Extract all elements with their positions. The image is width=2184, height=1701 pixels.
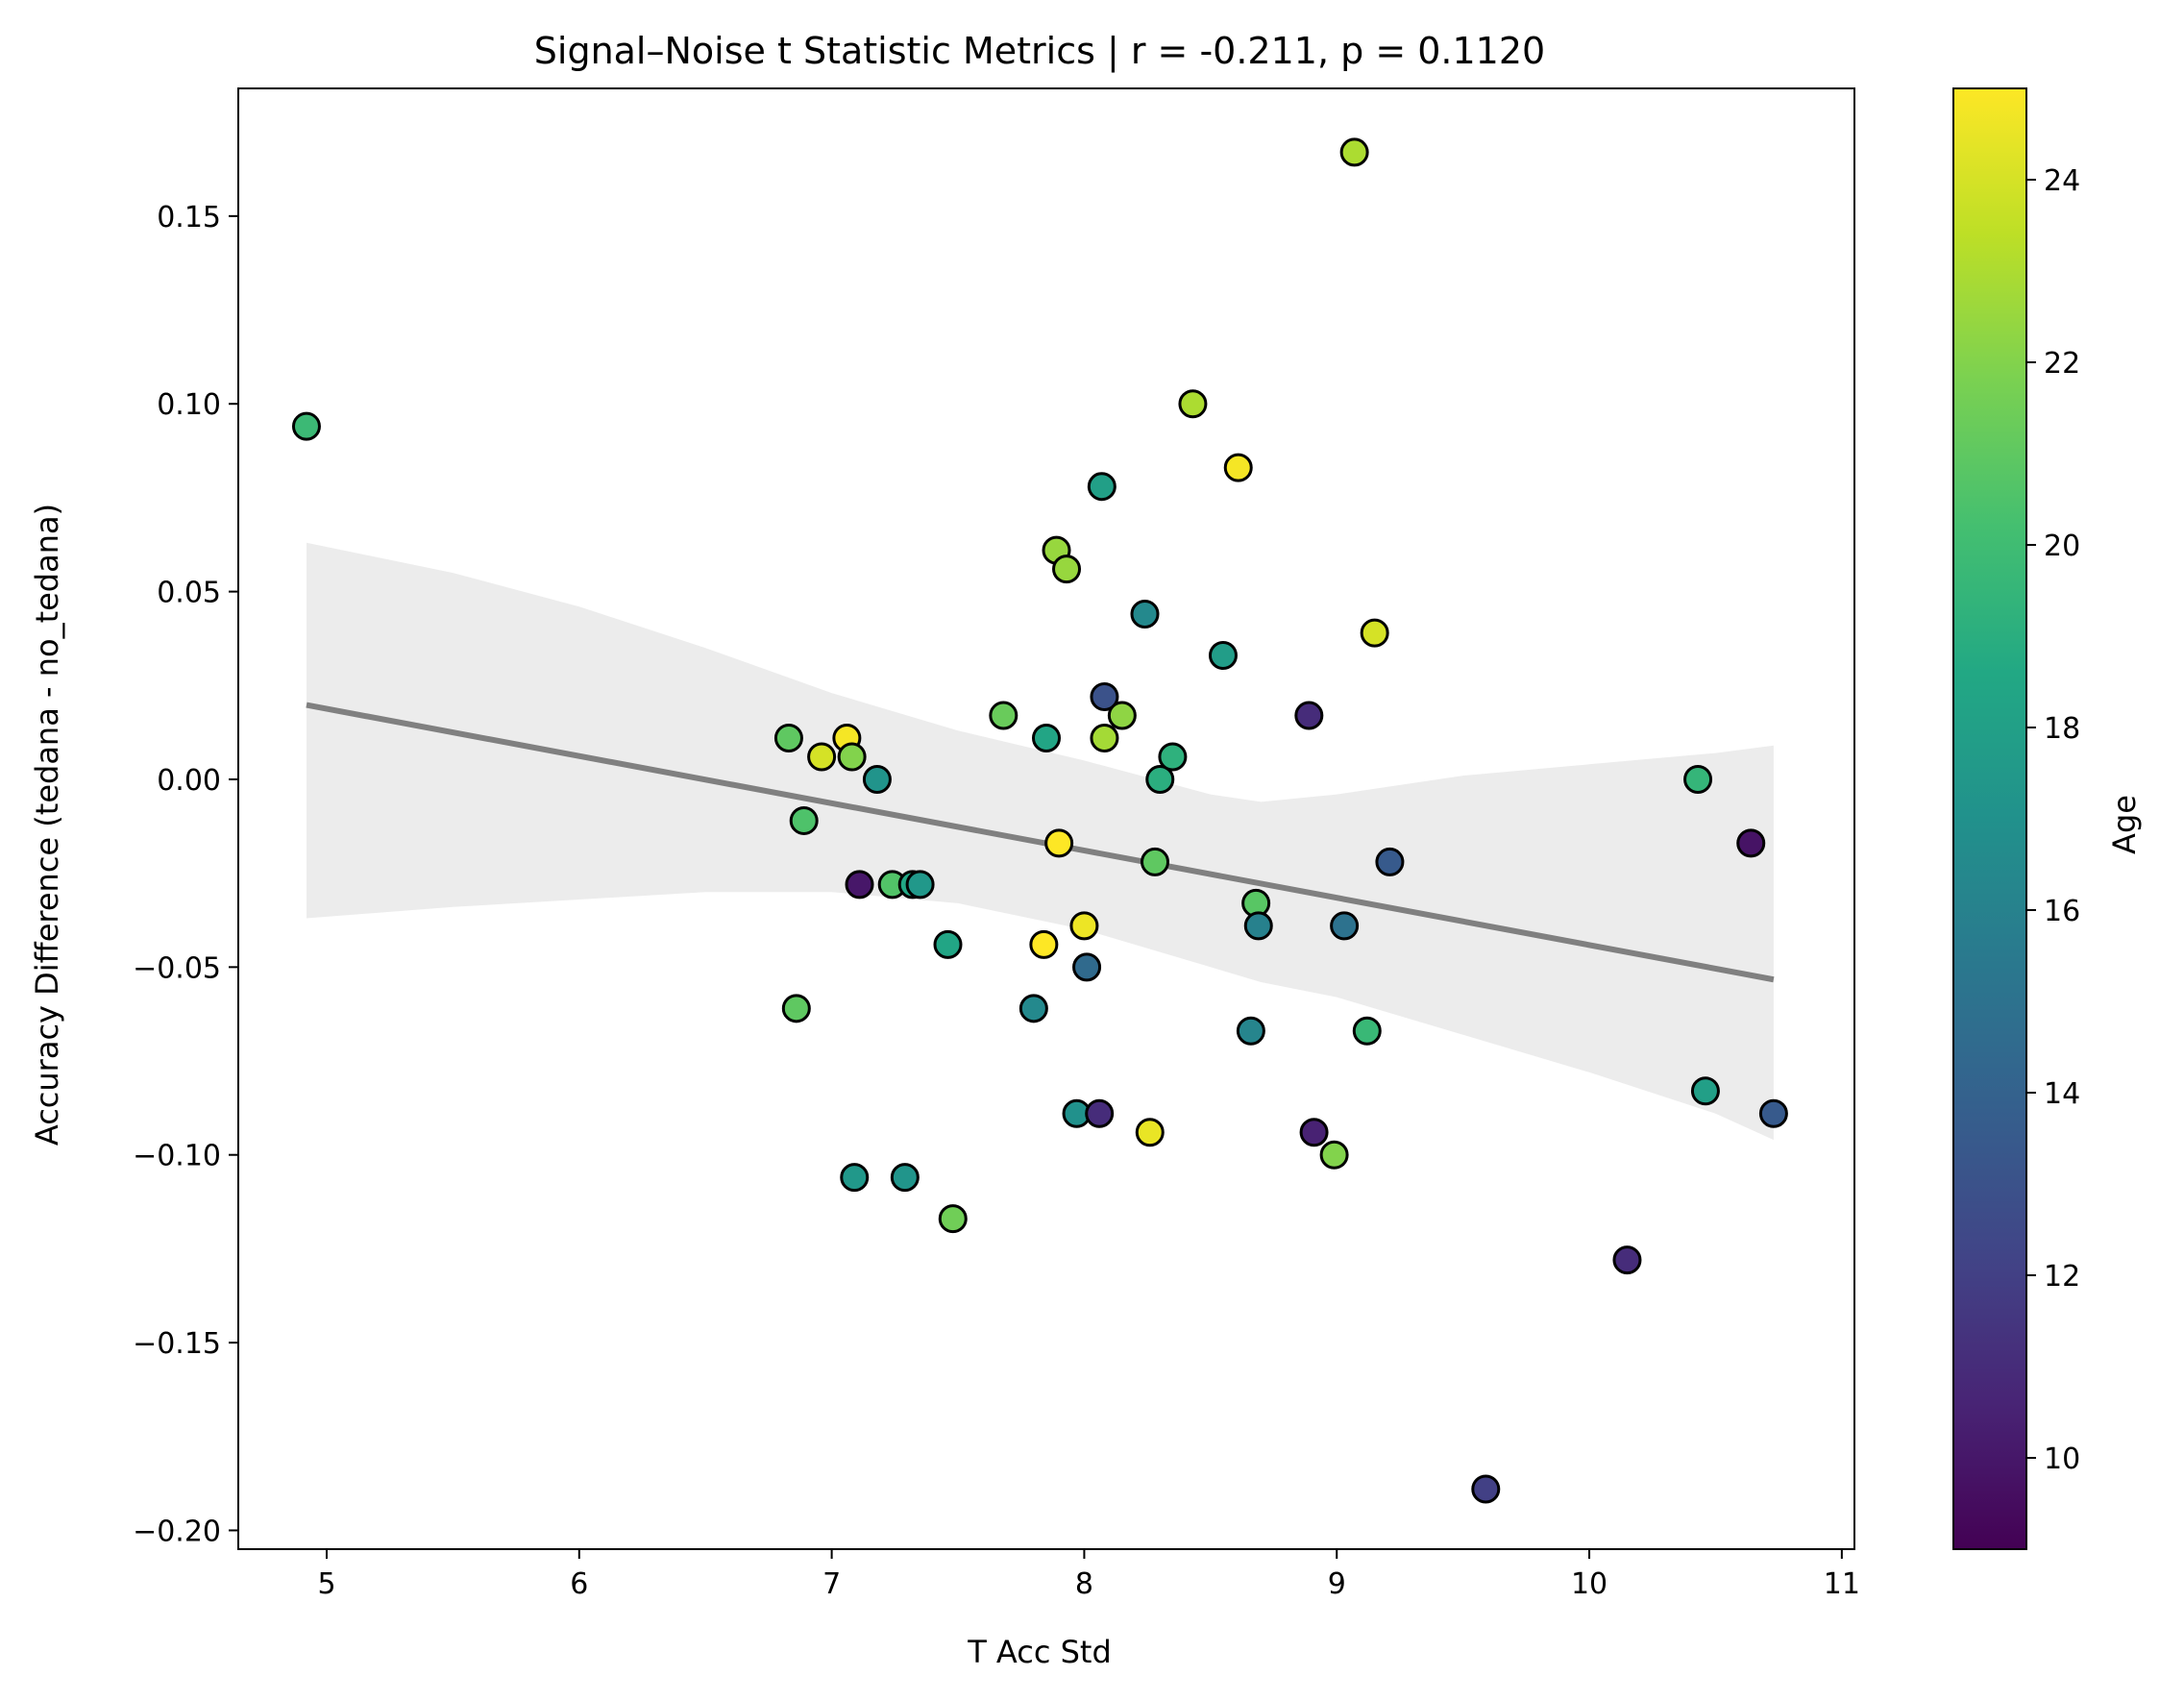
data-point [1471,1474,1501,1504]
axes-layer: 5 6 7 8 9 10 11 −0.20 −0.15 −0.10 −0.05 0.00 0.05 0.1… [133,87,1860,1601]
x-tick-label: 8 [1075,1567,1093,1601]
data-point [1018,994,1048,1023]
colorbar-tick-label: 10 [2044,1442,2080,1476]
plot-frame [237,87,1855,1550]
data-point [807,742,837,772]
y-tick-label: 0.10 [157,388,221,422]
y-axis-label: Accuracy Difference (tedana - no_tedana) [29,504,65,1146]
y-tick-label: −0.20 [133,1515,221,1548]
colorbar: 10 12 14 16 18 20 22 24 [1952,87,2080,1550]
x-tick-label: 6 [570,1567,588,1601]
x-tick-label: 11 [1824,1567,1860,1601]
data-point [1044,828,1074,858]
data-point [1352,1016,1382,1046]
points-layer [291,137,1788,1504]
x-axis-label: T Acc Std [967,1634,1112,1670]
data-point [1069,911,1099,941]
data-point [1135,1118,1165,1147]
data-point [1339,137,1369,167]
colorbar-tick-label: 20 [2044,530,2080,563]
data-point [837,742,867,772]
data-point [845,870,874,900]
data-point [1107,701,1137,730]
data-point [840,1163,870,1193]
data-point [1208,641,1238,671]
data-point [1032,723,1061,752]
y-tick-label: −0.05 [133,951,221,985]
data-point [789,805,819,835]
data-point [1178,389,1208,419]
chart-title: Signal–Noise t Statistic Metrics | r = -… [534,30,1545,73]
colorbar-tick-label: 18 [2044,712,2080,746]
data-point [1612,1245,1642,1275]
data-point [905,870,935,900]
data-point [989,701,1018,730]
data-point [1145,764,1175,794]
regression-line [306,702,1775,983]
data-point [1330,911,1360,941]
data-point [1375,847,1405,876]
y-tick-label: 0.05 [157,577,221,610]
x-tick-label: 5 [317,1567,335,1601]
data-point [1141,847,1170,876]
data-point [291,411,321,441]
data-point [1072,952,1102,982]
data-point [1158,742,1188,772]
data-point [1130,600,1160,629]
data-point [1758,1098,1788,1128]
data-point [1085,1098,1115,1128]
data-point [781,994,811,1023]
data-point [938,1204,968,1234]
data-point [773,723,803,752]
colorbar-gradient [1952,87,2027,1550]
colorbar-tick-label: 14 [2044,1077,2080,1111]
regression-line-layer [306,702,1775,983]
data-point [1683,764,1713,794]
data-point [1299,1118,1329,1147]
data-point [1736,828,1766,858]
y-tick-label: −0.10 [133,1140,221,1173]
data-point [1236,1016,1265,1046]
data-point [933,929,963,959]
data-point [1090,723,1119,752]
data-point [1294,701,1324,730]
data-point [1052,555,1082,584]
colorbar-label: Age [2106,795,2143,854]
data-point [1360,618,1389,648]
x-tick-label: 7 [822,1567,841,1601]
data-point [890,1163,920,1193]
colorbar-tick-label: 12 [2044,1260,2080,1294]
data-point [1090,682,1119,712]
colorbar-tick-label: 24 [2044,164,2080,198]
data-point [862,764,892,794]
colorbar-tick-label: 22 [2044,347,2080,381]
data-point [1029,929,1059,959]
y-tick-label: −0.15 [133,1327,221,1361]
data-point [1087,472,1117,502]
colorbar-tick-label: 16 [2044,895,2080,928]
data-point [1319,1140,1349,1170]
y-tick-label: 0.15 [157,201,221,234]
x-tick-label: 9 [1328,1567,1346,1601]
y-tick-label: 0.00 [157,764,221,798]
data-point [1243,911,1273,941]
data-point [1690,1076,1720,1106]
data-point [1223,453,1253,482]
x-tick-label: 10 [1571,1567,1607,1601]
